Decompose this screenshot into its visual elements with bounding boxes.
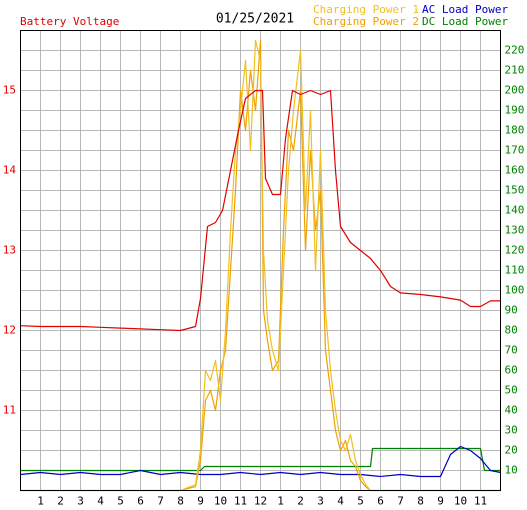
x-tick-label: 2 [57,495,64,508]
grid [20,30,501,491]
y2-tick-label: 40 [505,404,518,417]
y2-tick-label: 70 [505,344,518,357]
y2-tick-label: 140 [505,204,525,217]
x-tick-label: 11 [474,495,487,508]
lines [20,39,501,492]
y2-tick-label: 190 [505,104,525,117]
plot-border [20,30,501,491]
x-tick-label: 7 [157,495,164,508]
y2-tick-label: 170 [505,144,525,157]
chart-title: 01/25/2021 [216,12,294,27]
y2-tick-label: 50 [505,384,518,397]
series-line [20,445,501,478]
y2-tick-label: 130 [505,224,525,237]
y-tick-label: 15 [3,84,16,97]
x-tick-label: 8 [177,495,184,508]
y-tick-label: 11 [3,404,16,417]
x-tick-label: 7 [397,495,404,508]
legend-entry: AC Load Power [422,3,508,16]
x-tick-label: 8 [417,495,424,508]
y2-tick-label: 110 [505,264,525,277]
x-tick-label: 6 [377,495,384,508]
series-line [20,89,501,332]
x-tick-label: 5 [357,495,364,508]
x-tick-label: 1 [277,495,284,508]
y2-tick-label: 180 [505,124,525,137]
x-tick-label: 4 [337,495,344,508]
y2-tick-label: 200 [505,84,525,97]
y-tick-label: 12 [3,324,16,337]
x-tick-label: 1 [37,495,44,508]
series-line [20,447,501,472]
x-tick-label: 9 [197,495,204,508]
y2-tick-label: 120 [505,244,525,257]
x-tick-label: 12 [254,495,267,508]
y2-tick-label: 210 [505,64,525,77]
y2-tick-label: 160 [505,164,525,177]
series-line [20,39,501,492]
y2-tick-label: 80 [505,324,518,337]
x-tick-label: 3 [317,495,324,508]
y-tick-label: 14 [3,164,17,177]
x-tick-label: 2 [297,495,304,508]
legend-entry: Charging Power 1 [313,3,419,16]
y2-tick-label: 150 [505,184,525,197]
legend-entry: DC Load Power [422,15,508,28]
y2-tick-label: 20 [505,444,518,457]
legend-entry: Battery Voltage [20,15,119,28]
x-tick-label: 9 [437,495,444,508]
legend-entry: Charging Power 2 [313,15,419,28]
x-tick-label: 10 [454,495,467,508]
x-tick-label: 4 [97,495,104,508]
y2-tick-label: 10 [505,464,518,477]
y2-tick-label: 90 [505,304,518,317]
x-tick-label: 3 [77,495,84,508]
x-tick-label: 10 [214,495,227,508]
x-tick-label: 11 [234,495,247,508]
y-tick-label: 13 [3,244,16,257]
labels: 1 2 3 4 5 6 7 8 9 10 11 12 1 2 3 4 5 6 7 8 9 10 11111213141510… [3,3,525,508]
x-tick-label: 5 [117,495,124,508]
x-tick-label: 6 [137,495,144,508]
y2-tick-label: 60 [505,364,518,377]
y2-tick-label: 100 [505,284,525,297]
y2-tick-label: 30 [505,424,518,437]
y2-tick-label: 220 [505,44,525,57]
